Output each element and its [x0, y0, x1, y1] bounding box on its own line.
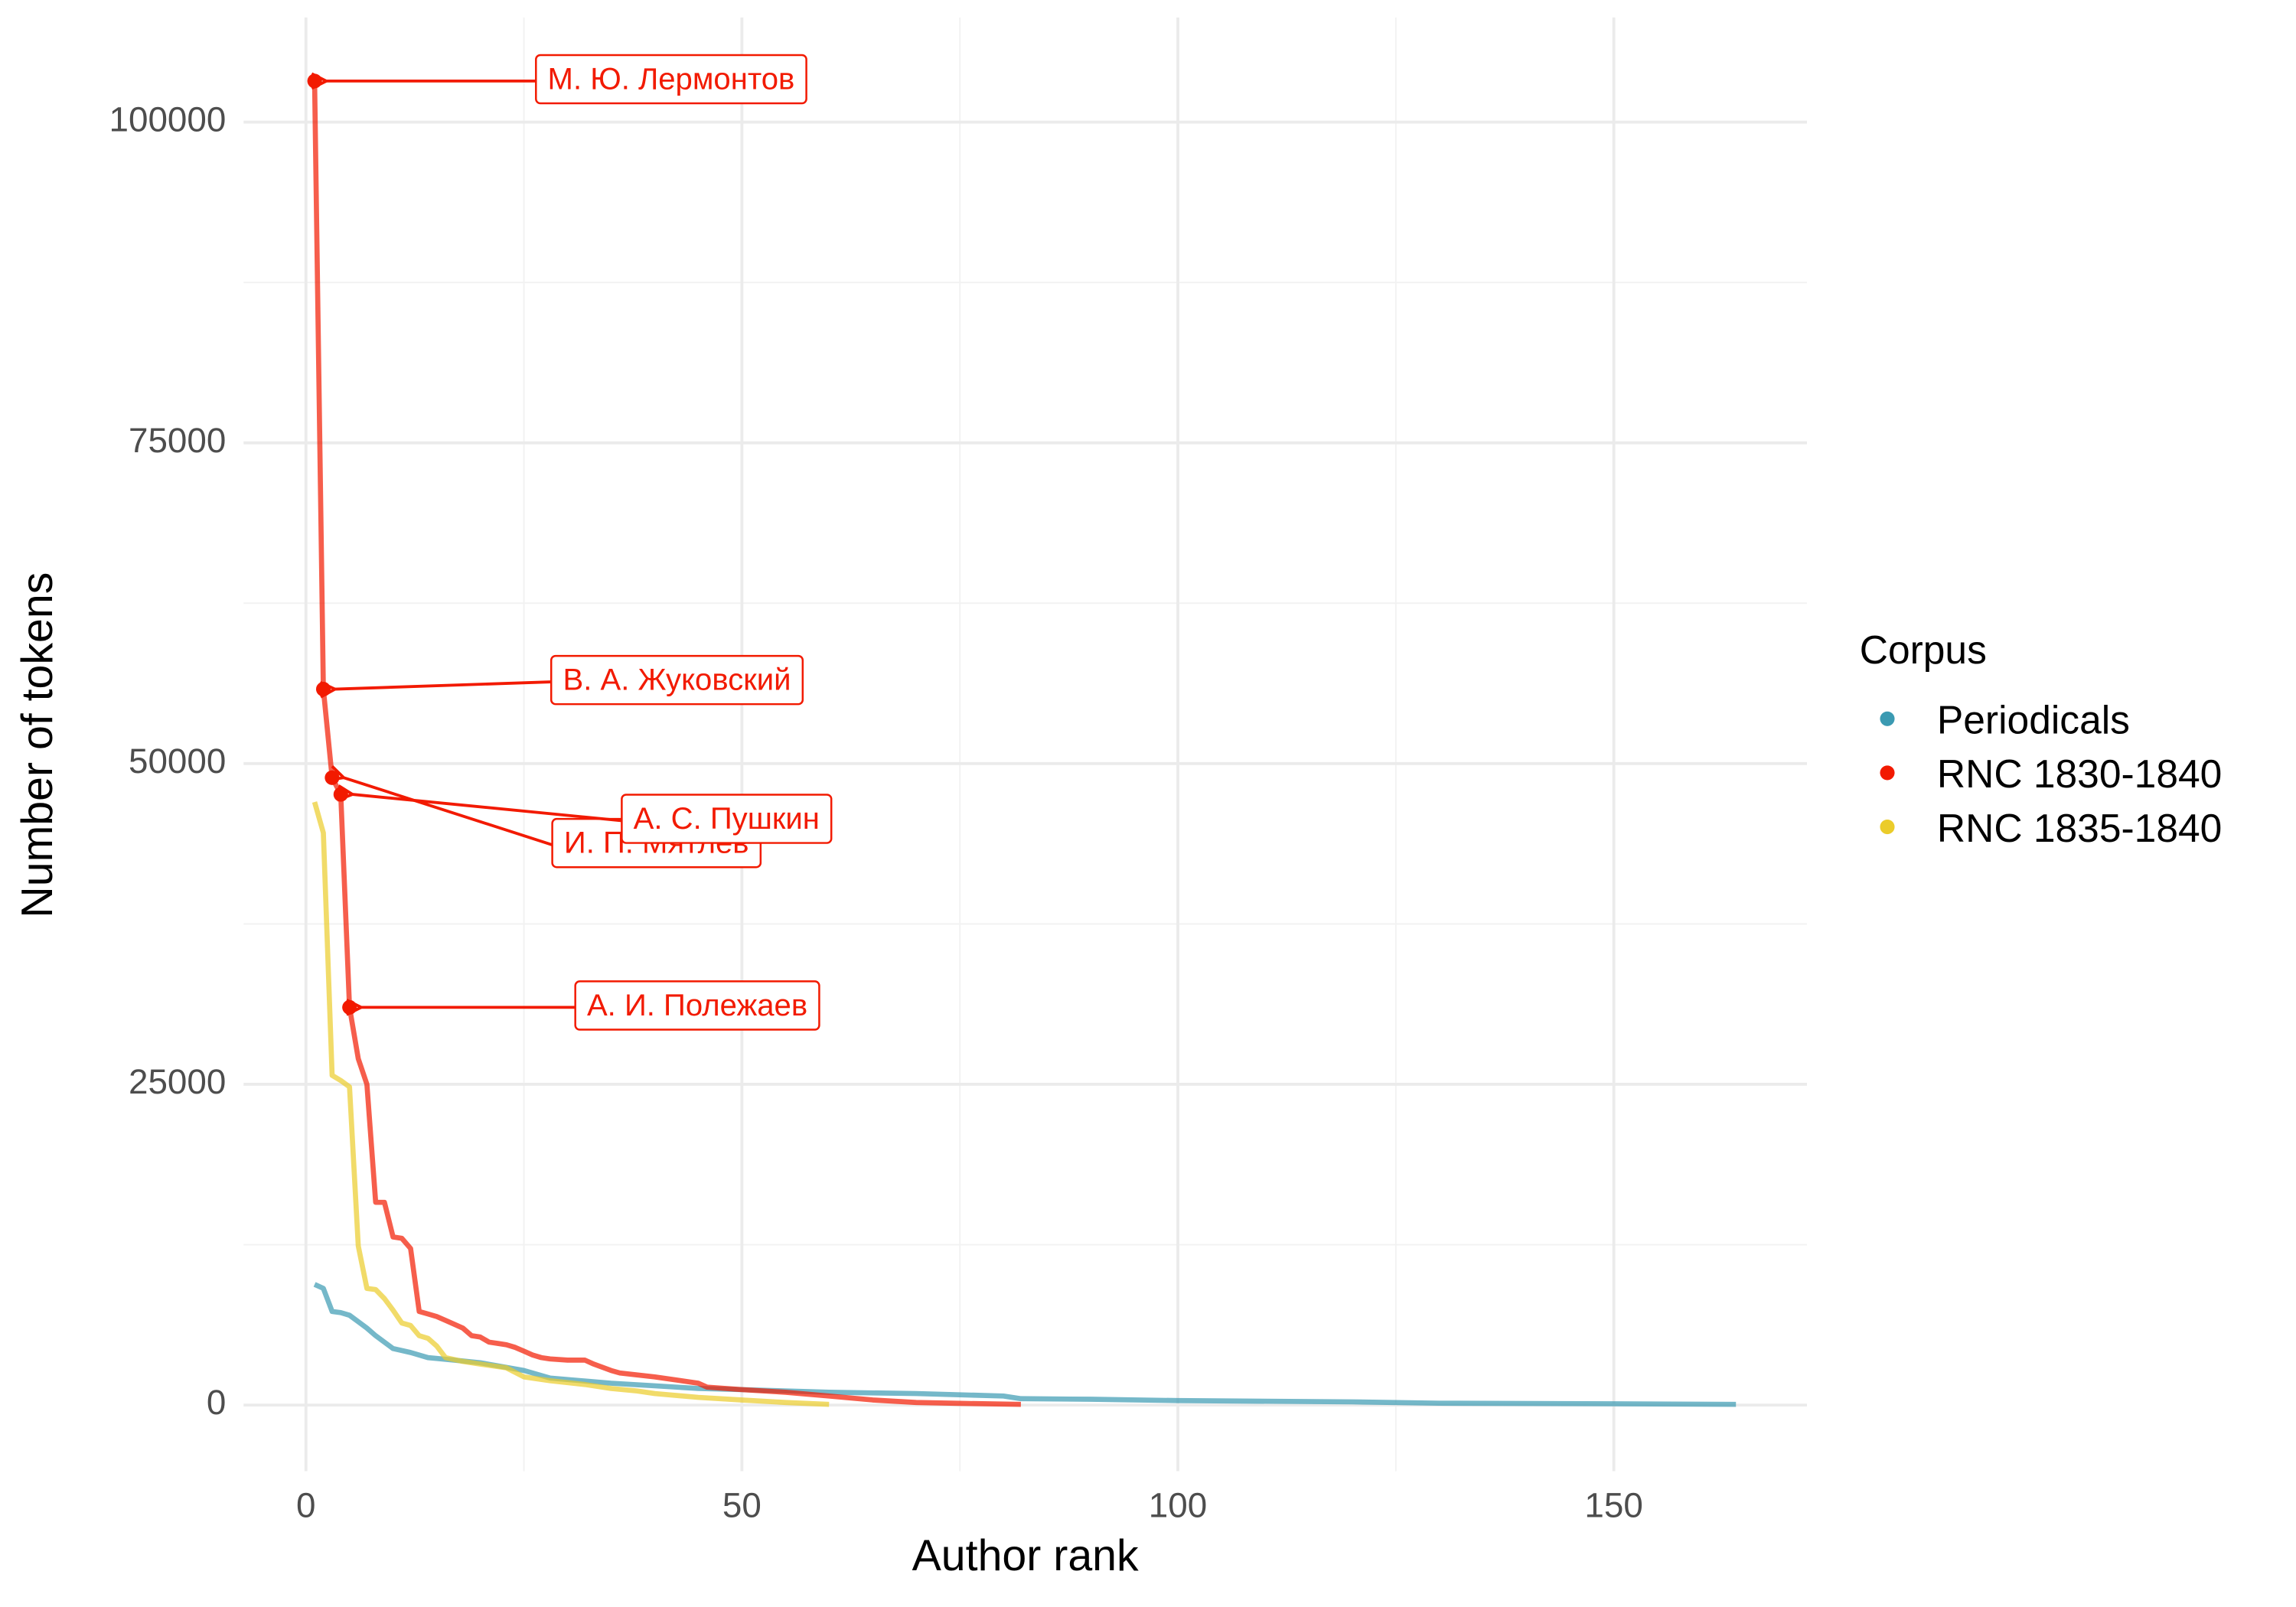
x-tick-label: 50 [722, 1485, 762, 1524]
annotation-label: А. С. Пушкин [634, 802, 820, 836]
annotation-point [315, 682, 331, 697]
series-line [311, 801, 830, 1407]
y-tick-label: 0 [207, 1383, 226, 1422]
annotation-arrow [344, 777, 553, 846]
legend-label: RNC 1830-1840 [1937, 751, 2222, 796]
annotation-arrow [335, 680, 552, 689]
annotation-point [325, 770, 340, 785]
annotation-box [550, 654, 804, 706]
legend-label: Periodicals [1937, 698, 2130, 742]
y-tick-label: 100000 [109, 100, 227, 139]
y-axis-title: Number of tokens [13, 572, 62, 918]
annotation-arrow [353, 794, 622, 823]
annotation-point [342, 999, 357, 1015]
annotation-point [307, 73, 322, 89]
annotation-box [574, 980, 820, 1031]
legend-key [1880, 820, 1895, 835]
series-line [313, 1282, 1737, 1407]
y-tick-label: 75000 [129, 421, 226, 460]
legend-key [1880, 711, 1895, 726]
y-tick-label: 50000 [129, 742, 226, 781]
legend-key [1880, 765, 1895, 781]
x-tick-label: 0 [296, 1485, 315, 1524]
x-tick-label: 150 [1584, 1485, 1642, 1524]
series-line [311, 80, 1021, 1407]
annotation-point [333, 787, 348, 802]
annotation-box [621, 794, 833, 844]
grid [243, 17, 1807, 1472]
annotation-box [535, 54, 807, 105]
y-tick-label: 25000 [129, 1062, 226, 1101]
annotation-label: В. А. Жуковский [563, 663, 791, 697]
annotation-label: М. Ю. Лермонтов [548, 62, 795, 96]
legend-title: Corpus [1860, 627, 1987, 672]
x-tick-label: 100 [1149, 1485, 1207, 1524]
x-axis-title: Author rank [912, 1531, 1139, 1580]
legend-label: RNC 1835-1840 [1937, 806, 2222, 850]
annotation-label: А. И. Полежаев [587, 989, 807, 1022]
